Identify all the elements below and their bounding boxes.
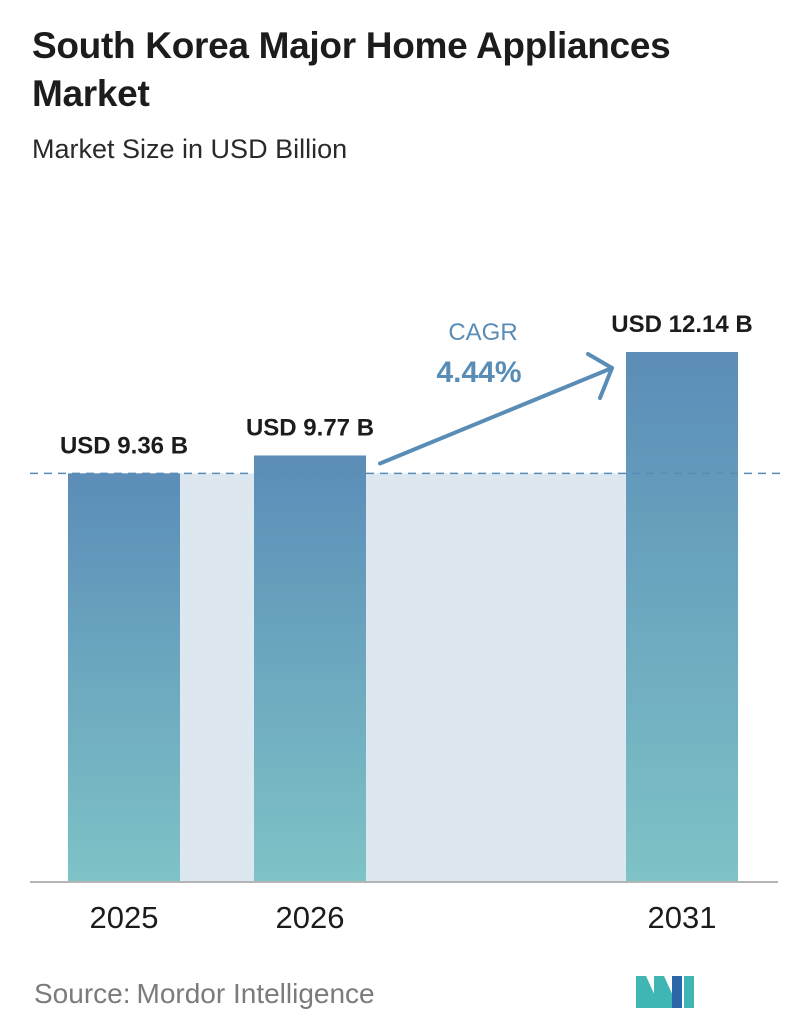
cagr-value: 4.44% (436, 356, 521, 389)
source-note: Source: Mordor Intelligence (34, 978, 375, 1010)
cagr-label: CAGR (448, 319, 517, 346)
x-tick-2025: 2025 (90, 900, 159, 935)
value-label-2031: USD 12.14 B (611, 311, 752, 338)
source-label: Source: (34, 978, 131, 1009)
chart-subtitle: Market Size in USD Billion (32, 134, 348, 164)
x-tick-labels: 2025 2026 2031 (90, 900, 717, 935)
value-label-2025: USD 9.36 B (60, 432, 188, 459)
bars (68, 352, 738, 882)
chart-title: South Korea Major Home Appliances Market (32, 25, 671, 114)
x-tick-2026: 2026 (276, 900, 345, 935)
source-value: Mordor Intelligence (136, 978, 375, 1009)
value-labels: USD 9.36 B USD 9.77 B USD 12.14 B (60, 311, 753, 459)
arrow-head (586, 352, 614, 400)
arrow-shaft (378, 366, 614, 466)
value-label-2026: USD 9.77 B (246, 414, 374, 441)
bar-2026 (254, 455, 366, 882)
cagr-arrow (378, 352, 614, 466)
x-tick-2031: 2031 (648, 900, 717, 935)
mordor-intelligence-logo-icon (636, 976, 694, 1008)
bar-2031 (626, 352, 738, 882)
bar-2025 (68, 473, 180, 882)
bar-chart: CAGR 4.44% USD 9.36 B USD 9.77 B USD 12.14… (30, 311, 780, 935)
